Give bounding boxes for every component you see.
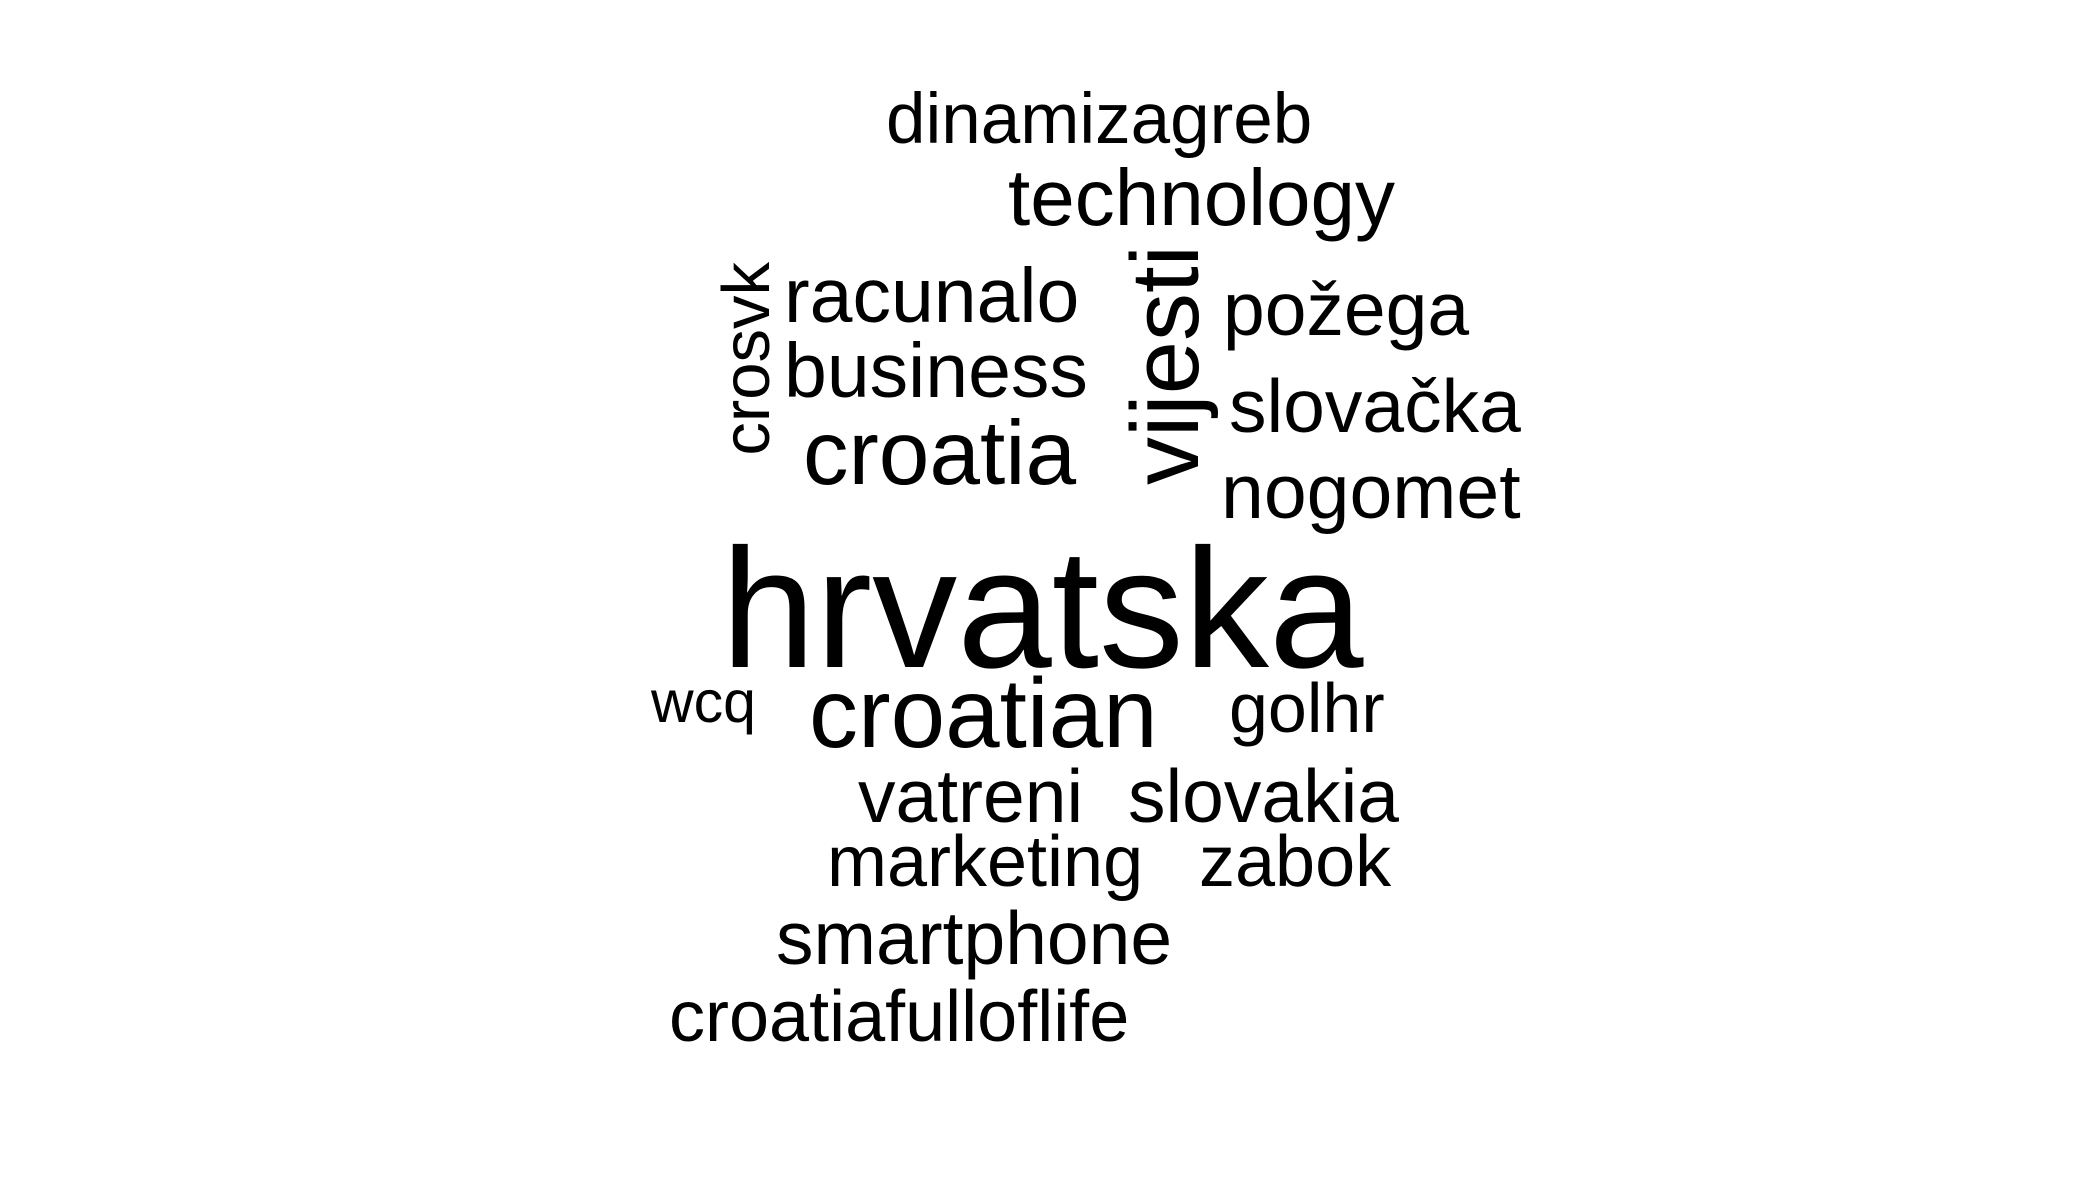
word-croatian: croatian (809, 658, 1158, 768)
word-business: business (784, 328, 1088, 414)
word-technology: technology (1008, 153, 1395, 242)
word-marketing: marketing (827, 822, 1144, 902)
word-croatiafulloflife: croatiafulloflife (669, 977, 1130, 1057)
word-slovakia: slovakia (1128, 754, 1399, 838)
word-racunalo: racunalo (784, 253, 1080, 339)
word-pozega: požega (1223, 267, 1470, 351)
word-zabok: zabok (1199, 822, 1392, 902)
word-croatia: croatia (803, 403, 1077, 504)
word-hrvatska: hrvatska (721, 514, 1364, 704)
word-vatreni: vatreni (858, 754, 1084, 838)
word-crosvk: crosvk (709, 262, 784, 456)
word-wcq: wcq (651, 669, 756, 735)
word-vijesti: vijesti (1112, 245, 1219, 486)
word-dinamizagreb: dinamizagreb (886, 80, 1313, 159)
word-slovacka: slovačka (1229, 364, 1521, 448)
word-smartphone: smartphone (776, 896, 1173, 980)
word-golhr: golhr (1229, 669, 1385, 747)
word-nogomet: nogomet (1221, 449, 1521, 535)
